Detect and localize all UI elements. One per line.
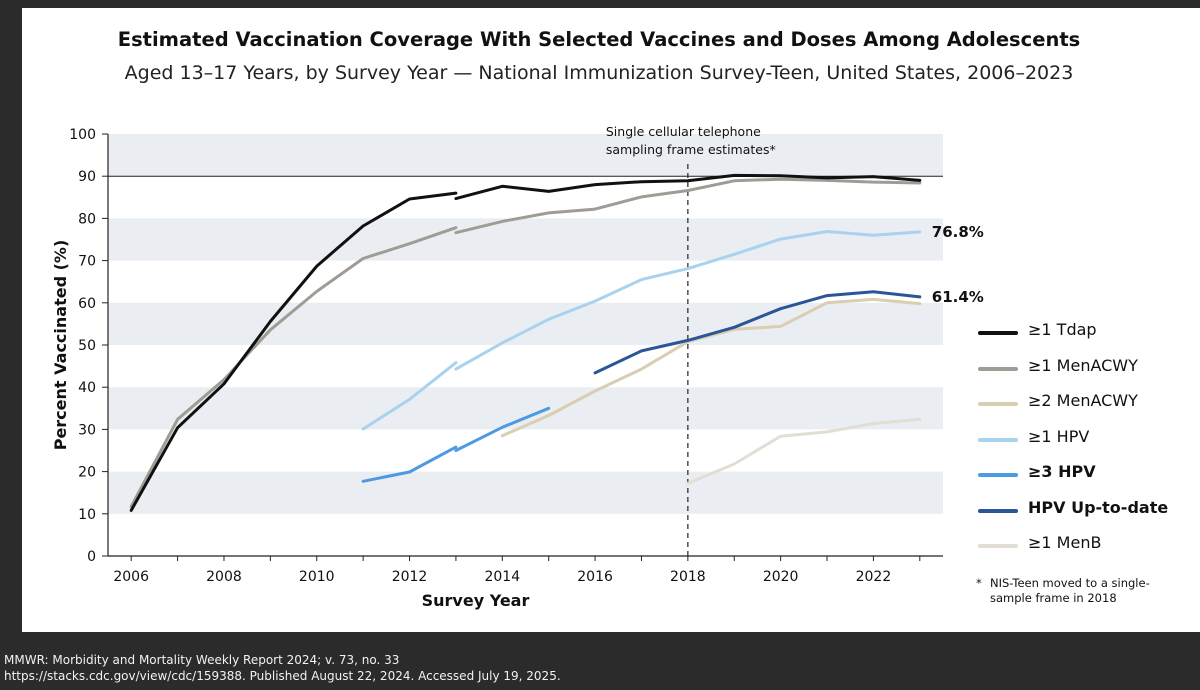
legend-item: HPV Up-to-date	[978, 498, 1188, 522]
series-line	[129, 191, 458, 512]
y-tick-label: 40	[78, 380, 96, 396]
y-tick-label: 90	[78, 169, 96, 185]
chart-title: Estimated Vaccination Coverage With Sele…	[117, 28, 1081, 51]
y-tick-label: 80	[78, 211, 96, 227]
y-tick-label: 10	[78, 507, 96, 523]
legend-item: ≥3 HPV	[978, 462, 1188, 486]
grid-band	[108, 387, 943, 430]
frame-note-line-1: Single cellular telephone	[606, 124, 761, 139]
legend-label: ≥3 HPV	[1028, 462, 1096, 481]
x-tick-label: 2006	[113, 569, 149, 585]
series-line	[593, 290, 922, 375]
series-line	[454, 173, 922, 201]
y-tick-label: 0	[87, 549, 96, 565]
chart-subtitle: Aged 13–17 Years, by Survey Year — Natio…	[124, 62, 1074, 84]
end-value-label: 61.4%	[932, 288, 984, 306]
legend-label: ≥1 MenB	[1028, 533, 1102, 552]
x-tick-label: 2020	[763, 569, 799, 585]
legend-item: ≥1 MenB	[978, 533, 1188, 557]
source-line-1: MMWR: Morbidity and Mortality Weekly Rep…	[4, 653, 400, 667]
x-tick-label: 2014	[484, 569, 520, 585]
legend-label: HPV Up-to-date	[1028, 497, 1169, 517]
y-axis-title: Percent Vaccinated (%)	[51, 240, 70, 451]
y-tick-label: 50	[78, 338, 96, 354]
legend-label: ≥1 Tdap	[1028, 320, 1097, 339]
legend-swatch	[978, 544, 1018, 548]
legend-swatch	[978, 473, 1018, 477]
legend-item: ≥2 MenACWY	[978, 391, 1188, 415]
legend-item: ≥1 HPV	[978, 427, 1188, 451]
series-line	[361, 445, 458, 483]
x-axis-title: Survey Year	[422, 591, 530, 610]
legend-swatch	[978, 331, 1018, 335]
legend-swatch	[978, 366, 1018, 371]
series-line	[686, 417, 922, 485]
legend-label: ≥1 MenACWY	[1028, 355, 1138, 375]
legend-label: ≥2 MenACWY	[1028, 391, 1138, 410]
series-line	[129, 226, 458, 509]
y-tick-label: 100	[69, 127, 96, 143]
frame-note-line-2: sampling frame estimates*	[606, 142, 776, 157]
y-tick-label: 20	[78, 465, 96, 481]
y-tick-label: 30	[78, 422, 96, 438]
series-line	[454, 230, 922, 371]
series-line	[454, 406, 551, 452]
legend-item: ≥1 Tdap	[978, 320, 1188, 344]
grid-band	[108, 302, 943, 345]
y-tick-label: 70	[78, 254, 96, 270]
footnote-text: NIS-Teen moved to a single-sample frame …	[990, 576, 1150, 605]
y-tick-label: 60	[78, 296, 96, 312]
legend-swatch	[978, 508, 1018, 513]
legend-label: ≥1 HPV	[1028, 426, 1090, 446]
series-line	[361, 361, 458, 431]
x-tick-label: 2022	[856, 569, 892, 585]
x-tick-label: 2016	[577, 569, 613, 585]
x-tick-label: 2010	[299, 569, 335, 585]
source-citation: MMWR: Morbidity and Mortality Weekly Rep…	[4, 652, 561, 684]
legend-item: ≥1 MenACWY	[978, 356, 1188, 380]
grid-band	[108, 134, 943, 177]
end-value-label: 76.8%	[932, 223, 984, 241]
x-tick-label: 2008	[206, 569, 242, 585]
footnote-marker: *	[976, 576, 982, 590]
legend-swatch	[978, 402, 1018, 406]
grid-band	[108, 218, 943, 261]
x-tick-label: 2018	[670, 569, 706, 585]
source-line-2: https://stacks.cdc.gov/view/cdc/159388. …	[4, 669, 561, 683]
grid-band	[108, 471, 943, 514]
x-tick-label: 2012	[392, 569, 428, 585]
series-line	[454, 177, 922, 235]
series-line	[500, 297, 922, 438]
legend-swatch	[978, 437, 1018, 442]
